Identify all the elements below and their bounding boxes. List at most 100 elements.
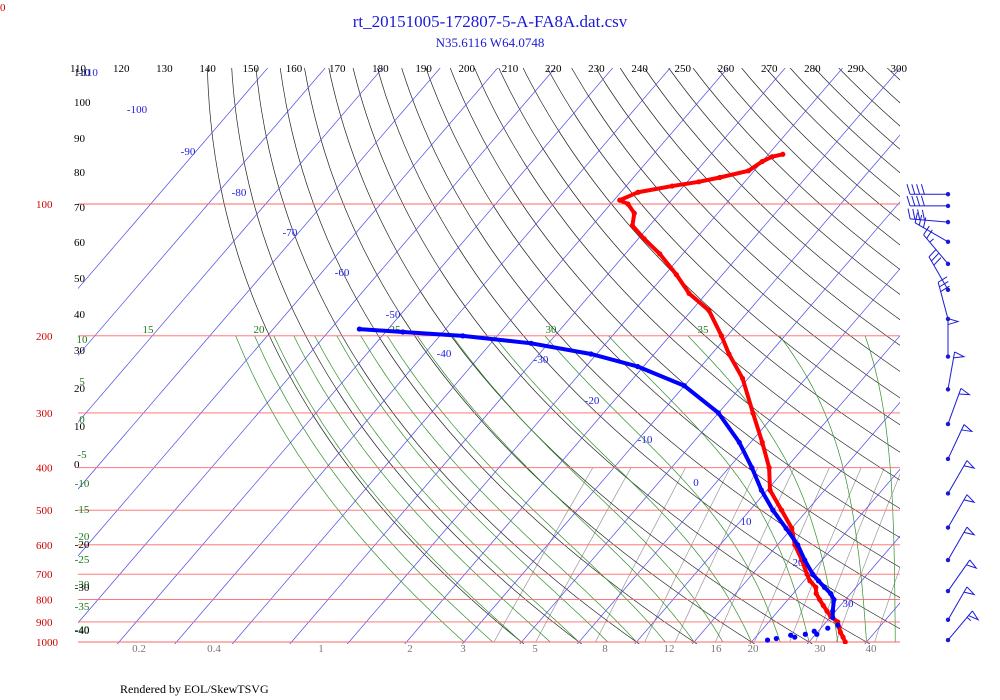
dewpoint-segment bbox=[802, 558, 815, 577]
isotherm-line bbox=[691, 401, 900, 644]
pressure-tick-label: 100 bbox=[36, 199, 53, 211]
wind-barb bbox=[923, 225, 951, 267]
moist-adiabat-left-label: 0 bbox=[79, 414, 85, 426]
isotherm-line bbox=[864, 602, 900, 644]
wind-barb bbox=[914, 212, 951, 245]
dewpoint-segment bbox=[770, 508, 789, 531]
dry-adiabat-line bbox=[401, 68, 900, 599]
wind-barb-feather bbox=[933, 257, 942, 266]
isotherm-label: -70 bbox=[283, 227, 298, 239]
wind-barb-staff bbox=[947, 351, 956, 390]
wind-barb-staff bbox=[947, 388, 962, 425]
moist-adiabat-label: 30 bbox=[546, 324, 558, 336]
isotherm-label: -110 bbox=[78, 67, 98, 79]
isotherm-label: 20 bbox=[793, 557, 805, 569]
temperature-segment bbox=[636, 184, 675, 195]
dewpoint-segment bbox=[784, 526, 800, 547]
moist-adiabat-left-label: -15 bbox=[75, 504, 90, 516]
isotherm-label: 0 bbox=[693, 477, 699, 489]
moist-adiabat-left-label: -40 bbox=[75, 624, 90, 636]
mixing-ratio-line bbox=[903, 468, 962, 642]
isotherm-label: 10 bbox=[741, 516, 753, 528]
isotherm-label: -90 bbox=[181, 146, 196, 158]
wind-barb-feather bbox=[926, 229, 933, 239]
dry-adiabat-line bbox=[207, 68, 525, 644]
wind-barb bbox=[945, 351, 966, 392]
dry-adiabat-line bbox=[304, 68, 755, 644]
moist-adiabat-label: 15 bbox=[143, 324, 155, 336]
dewpoint-segment bbox=[682, 383, 721, 415]
wind-barb-feather bbox=[906, 184, 911, 195]
dry-adiabat-line bbox=[960, 68, 1000, 644]
height-tick-label: 50 bbox=[74, 273, 86, 285]
dewpoint-point bbox=[788, 632, 794, 638]
dry-adiabat-line bbox=[522, 68, 900, 453]
wind-barb-pennant bbox=[966, 559, 978, 570]
wind-barb-column bbox=[906, 184, 980, 643]
top-temperature-tick: 200 bbox=[459, 63, 476, 75]
footer-credit: Rendered by EOL/SkewTSVG bbox=[120, 682, 269, 696]
mixing-ratio-label: 1 bbox=[318, 643, 324, 655]
dry-adiabat-line bbox=[546, 68, 900, 426]
isotherm-line bbox=[78, 68, 326, 356]
mixing-ratio-label: 40 bbox=[866, 643, 878, 655]
pressure-tick-label: 400 bbox=[36, 463, 53, 475]
mixing-ratio-label: 16 bbox=[711, 643, 723, 655]
wind-barb-feather bbox=[906, 195, 911, 207]
moist-adiabat-left-label: -35 bbox=[75, 601, 90, 613]
isotherm-line bbox=[231, 68, 729, 644]
top-temperature-tick: 220 bbox=[545, 63, 562, 75]
pressure-tick-label: 300 bbox=[36, 408, 53, 420]
isotherm-label: -30 bbox=[534, 354, 549, 366]
wind-barb-staff bbox=[928, 256, 949, 291]
mixing-ratio-line bbox=[835, 473, 900, 643]
moist-adiabat-left-label: 10 bbox=[77, 334, 89, 346]
dry-adiabat-line bbox=[717, 68, 900, 246]
isotherm-line bbox=[519, 201, 900, 644]
pressure-tick-label: 600 bbox=[36, 540, 53, 552]
temperature-segment bbox=[617, 190, 641, 203]
isotherm-line bbox=[346, 68, 844, 644]
top-temperature-tick: 230 bbox=[588, 63, 605, 75]
dry-adiabat-line bbox=[765, 68, 900, 198]
isotherm-line bbox=[78, 68, 441, 490]
isotherm-label: -100 bbox=[127, 104, 148, 116]
mixing-ratio-label: 20 bbox=[748, 643, 760, 655]
temperature-point bbox=[780, 151, 786, 157]
moist-adiabat-line bbox=[864, 335, 896, 643]
wind-barb-feather bbox=[940, 285, 950, 292]
moist-adiabat-line bbox=[924, 336, 934, 642]
wind-barb bbox=[945, 424, 974, 462]
height-tick-label: 30 bbox=[74, 345, 86, 357]
dry-adiabat-line bbox=[425, 68, 900, 568]
dewpoint-segment bbox=[737, 440, 754, 470]
isotherm-label: -50 bbox=[386, 309, 401, 321]
top-temperature-tick: 300 bbox=[891, 63, 908, 75]
dry-adiabat-left-label: -40 bbox=[75, 625, 90, 637]
temperature-segment bbox=[746, 159, 765, 173]
top-temperature-tick: 270 bbox=[761, 63, 778, 75]
temperature-segment bbox=[706, 308, 724, 338]
mixing-ratio-line bbox=[595, 467, 686, 643]
wind-barb-pennant bbox=[958, 387, 972, 396]
pressure-tick-label: 500 bbox=[36, 505, 53, 517]
mixing-ratio-label: 0.2 bbox=[132, 643, 146, 655]
wind-barb-feather bbox=[917, 209, 921, 220]
mixing-ratio-label: 8 bbox=[602, 643, 608, 655]
temperature-segment bbox=[642, 236, 662, 256]
temperature-segment bbox=[740, 376, 755, 415]
top-temperature-tick: 110 bbox=[70, 63, 87, 75]
temperature-segment bbox=[630, 223, 647, 241]
mixing-ratio-label: 30 bbox=[815, 643, 827, 655]
wind-barb-feather bbox=[912, 208, 916, 220]
dry-adiabat-line bbox=[449, 68, 900, 539]
mixing-ratio-label: 0.4 bbox=[207, 643, 221, 655]
dry-adiabat-line bbox=[377, 68, 900, 630]
diagram-grid bbox=[78, 68, 1000, 644]
dry-adiabat-line bbox=[619, 68, 900, 346]
dewpoint-segment bbox=[749, 465, 764, 493]
temperature-segment bbox=[696, 175, 722, 184]
temperature-segment bbox=[792, 542, 804, 563]
wind-barb bbox=[945, 460, 976, 496]
wind-barb-staff bbox=[947, 610, 973, 641]
